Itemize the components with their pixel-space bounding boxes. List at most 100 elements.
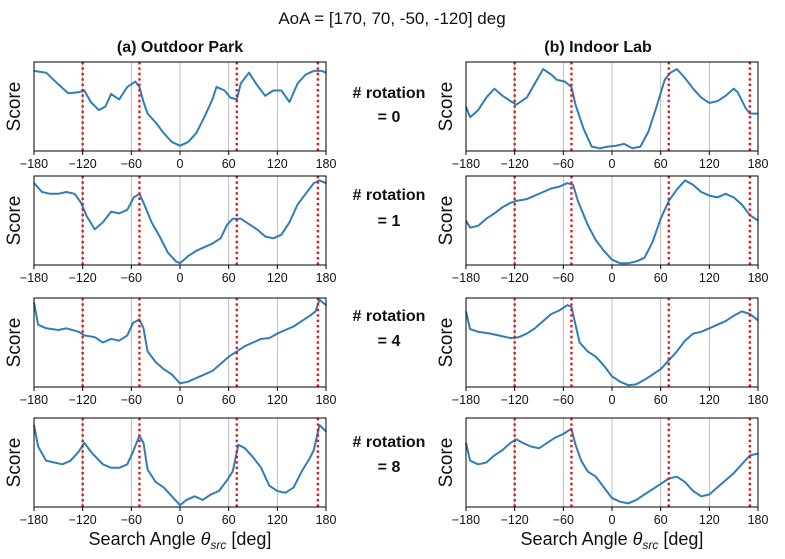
chart-panels: −180 −120 −60 0 60 120 180 Score −180 −120 −60 0 60 1… <box>4 61 769 527</box>
x-tick-label: −120 <box>69 393 97 407</box>
x-tick-label: −180 <box>20 271 48 285</box>
x-tick-label: 120 <box>699 393 720 407</box>
panel: −180 −120 −60 0 60 120 180 Score <box>4 417 337 527</box>
x-tick-label: −180 <box>452 271 480 285</box>
x-axis-label-subscript: src <box>642 538 658 552</box>
score-series-line <box>33 298 327 385</box>
x-tick-label: 60 <box>222 393 236 407</box>
x-tick-label: 0 <box>177 271 184 285</box>
row-label-line1: # rotation <box>353 85 426 102</box>
y-axis-label: Score <box>4 318 25 368</box>
x-tick-label: 180 <box>316 513 337 527</box>
score-series-line <box>465 427 759 505</box>
score-series-line <box>465 304 759 387</box>
y-axis-label: Score <box>436 318 457 368</box>
panel: −180 −120 −60 0 60 120 180 Score <box>4 61 337 171</box>
x-tick-label: −120 <box>501 513 529 527</box>
x-tick-label: 60 <box>654 393 668 407</box>
x-tick-label: 0 <box>609 393 616 407</box>
x-tick-label: 120 <box>699 271 720 285</box>
x-tick-label: 120 <box>267 393 288 407</box>
x-tick-label: −120 <box>501 271 529 285</box>
y-axis-label: Score <box>4 82 25 132</box>
x-tick-label: 120 <box>267 271 288 285</box>
y-axis-label: Score <box>436 196 457 246</box>
column-title-indoor-lab: (b) Indoor Lab <box>544 39 652 56</box>
x-axis-label-outdoor-park: Search Angle θsrc [deg] <box>89 529 272 552</box>
x-axis-label-unit: [deg] <box>226 529 271 549</box>
x-tick-label: −60 <box>553 157 574 171</box>
x-tick-label: −60 <box>121 271 142 285</box>
x-tick-label: −120 <box>69 271 97 285</box>
x-tick-label: −180 <box>452 393 480 407</box>
x-tick-label: 180 <box>316 393 337 407</box>
x-tick-label: 120 <box>699 513 720 527</box>
panel: −180 −120 −60 0 60 120 180 Score <box>436 297 769 407</box>
x-tick-label: 120 <box>267 157 288 171</box>
row-label-rotation-4: # rotation = 4 <box>353 308 426 350</box>
x-tick-label: 0 <box>177 513 184 527</box>
row-label-line2: = 0 <box>378 109 401 126</box>
x-tick-label: 0 <box>609 157 616 171</box>
x-tick-label: 180 <box>316 157 337 171</box>
x-tick-label: −60 <box>553 271 574 285</box>
x-tick-label: −60 <box>553 513 574 527</box>
row-label-line2: = 1 <box>378 213 401 230</box>
x-tick-label: 180 <box>748 393 769 407</box>
x-tick-label: 180 <box>748 271 769 285</box>
score-series-line <box>33 69 327 147</box>
x-axis-label-main: Search Angle <box>89 529 201 549</box>
y-axis-label: Score <box>436 438 457 488</box>
x-axis-label-subscript: src <box>210 538 226 552</box>
column-title-outdoor-park: (a) Outdoor Park <box>117 39 243 56</box>
x-axis-label-theta: θ <box>201 529 211 549</box>
x-tick-label: −180 <box>452 513 480 527</box>
row-label-line1: # rotation <box>353 187 426 204</box>
x-axis-label-unit: [deg] <box>658 529 703 549</box>
x-tick-label: 0 <box>609 271 616 285</box>
x-axis-label-theta: θ <box>633 529 643 549</box>
x-tick-label: −180 <box>20 393 48 407</box>
score-series-line <box>465 179 759 265</box>
x-axis-label-indoor-lab: Search Angle θsrc [deg] <box>521 529 704 552</box>
x-tick-label: −120 <box>69 513 97 527</box>
x-tick-label: 0 <box>177 393 184 407</box>
panel: −180 −120 −60 0 60 120 180 Score <box>4 297 337 407</box>
row-label-line1: # rotation <box>353 434 426 451</box>
x-tick-label: 60 <box>222 513 236 527</box>
panel: −180 −120 −60 0 60 120 180 Score <box>436 175 769 285</box>
x-tick-label: 180 <box>748 513 769 527</box>
panel: −180 −120 −60 0 60 120 180 Score <box>436 61 769 171</box>
row-label-rotation-0: # rotation = 0 <box>353 85 426 126</box>
x-tick-label: −120 <box>501 157 529 171</box>
row-label-line2: = 4 <box>378 333 401 350</box>
x-tick-label: 0 <box>177 157 184 171</box>
panel: −180 −120 −60 0 60 120 180 Score <box>436 417 769 527</box>
x-tick-label: 180 <box>748 157 769 171</box>
x-tick-label: −180 <box>20 157 48 171</box>
row-label-rotation-1: # rotation = 1 <box>353 187 426 230</box>
x-tick-label: 60 <box>654 157 668 171</box>
x-tick-label: 60 <box>222 157 236 171</box>
x-tick-label: 60 <box>654 513 668 527</box>
figure-title: AoA = [170, 70, -50, -120] deg <box>278 9 505 28</box>
x-tick-label: −180 <box>20 513 48 527</box>
panel: −180 −120 −60 0 60 120 180 Score <box>4 175 337 285</box>
x-tick-label: −120 <box>69 157 97 171</box>
x-tick-label: −60 <box>121 393 142 407</box>
x-axis-label-main: Search Angle <box>521 529 633 549</box>
x-tick-label: −60 <box>121 157 142 171</box>
x-tick-label: 60 <box>654 271 668 285</box>
x-tick-label: −180 <box>452 157 480 171</box>
x-tick-label: −60 <box>553 393 574 407</box>
row-label-line2: = 8 <box>378 459 401 476</box>
x-tick-label: 120 <box>699 157 720 171</box>
x-tick-label: 120 <box>267 513 288 527</box>
x-tick-label: 60 <box>222 271 236 285</box>
row-label-line1: # rotation <box>353 308 426 325</box>
score-series-line <box>465 68 758 150</box>
row-label-rotation-8: # rotation = 8 <box>353 434 426 476</box>
x-tick-label: 180 <box>316 271 337 285</box>
y-axis-label: Score <box>4 196 25 246</box>
